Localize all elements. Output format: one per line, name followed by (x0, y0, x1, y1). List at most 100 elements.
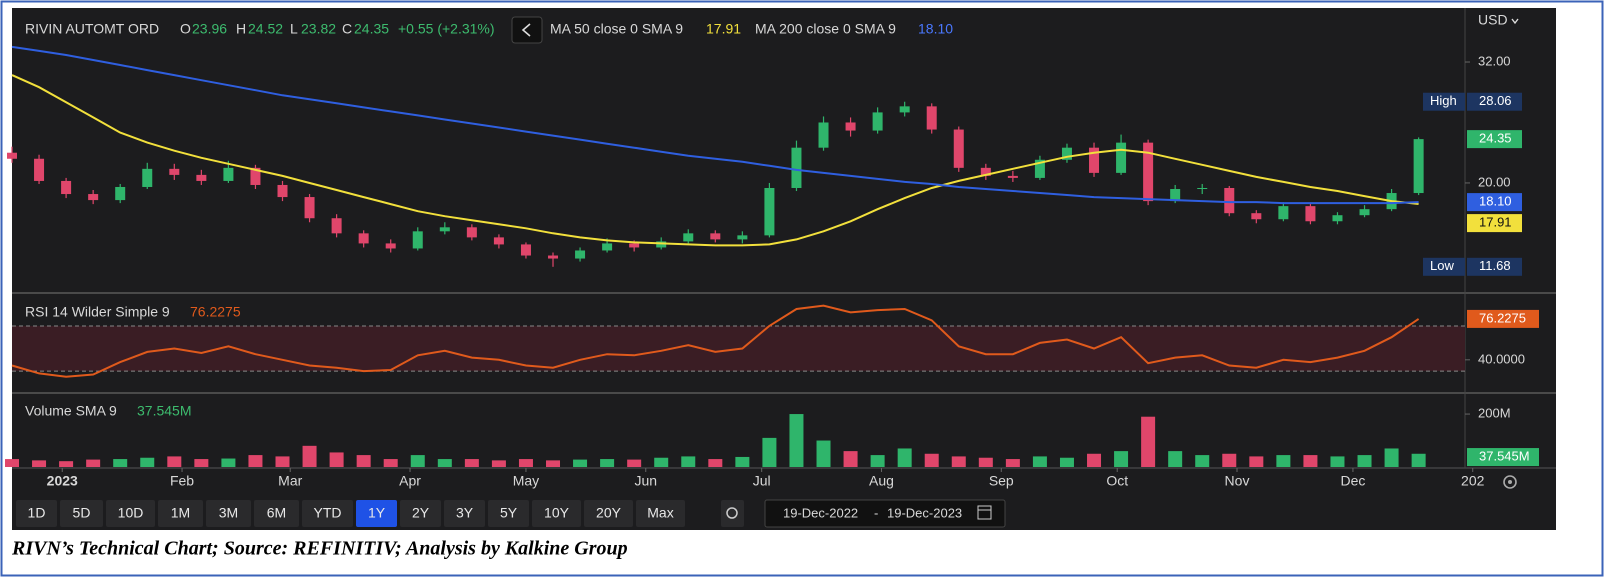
range-button[interactable] (206, 500, 251, 527)
volume-bar (113, 459, 128, 467)
candle-body (953, 129, 964, 168)
volume-bar (924, 453, 939, 467)
range-button[interactable] (400, 500, 441, 527)
candle-body (548, 255, 559, 259)
candle-body (575, 250, 586, 259)
range-button-label: 20Y (596, 505, 622, 521)
candle-body (250, 167, 261, 185)
candle-body (304, 197, 315, 219)
candle-body (1170, 189, 1181, 202)
candle-body (412, 231, 423, 249)
volume-bar (681, 456, 696, 467)
range-button-label: 5D (73, 505, 91, 521)
series-line (11, 74, 1419, 247)
range-button-label: YTD (314, 505, 342, 521)
candle-body (683, 233, 694, 242)
settings-icon-center (1508, 480, 1512, 484)
ohlc-value: 23.82 (301, 21, 336, 37)
range-button-label: 10Y (544, 505, 570, 521)
x-tick-label: Sep (989, 473, 1014, 489)
candle-body (115, 186, 126, 201)
volume-bar (735, 456, 750, 467)
ohlc-value: 24.52 (248, 21, 283, 37)
range-button[interactable] (60, 500, 103, 527)
currency[interactable]: USD (1478, 12, 1508, 28)
candle-body (34, 158, 45, 181)
date-range[interactable] (764, 499, 1006, 528)
volume-bar (86, 459, 101, 467)
range-button[interactable] (106, 500, 155, 527)
candle-body (899, 106, 910, 113)
candle-body (1061, 147, 1072, 160)
x-tick-label: Jul (753, 473, 771, 489)
volume-bar (275, 456, 290, 467)
candle-body (385, 243, 396, 249)
range-button[interactable] (16, 500, 57, 527)
candle-body (1332, 215, 1343, 222)
price-tag-label: 28.06 (1479, 93, 1512, 108)
volume-bar (437, 459, 452, 467)
volume-bar (870, 455, 885, 467)
y-tick-label: 200M (1478, 405, 1511, 420)
candle-body (1251, 213, 1262, 220)
volume-bar (708, 459, 723, 467)
date-separator: - (874, 505, 878, 520)
range-button[interactable] (636, 500, 685, 527)
range-button[interactable] (532, 500, 581, 527)
range-button[interactable] (158, 500, 203, 527)
price-tag (1467, 92, 1522, 111)
volume-bar (546, 460, 561, 467)
settings-icon (726, 507, 738, 519)
range-button-label: 3Y (456, 505, 474, 521)
candle-body (1359, 209, 1370, 216)
range-button[interactable] (302, 500, 353, 527)
volume-bar (600, 459, 615, 467)
range-button[interactable] (488, 500, 529, 527)
volume-bar (1141, 416, 1156, 467)
candle-body (331, 218, 342, 234)
ohlc-key: H (236, 21, 246, 37)
candle-body (629, 243, 640, 248)
candle-body (1413, 139, 1424, 194)
y-tick-label: 32.00 (1478, 53, 1511, 68)
volume-bar (221, 458, 236, 467)
range-button[interactable] (356, 500, 397, 527)
ohlc-key: C (342, 21, 352, 37)
settings-button[interactable] (721, 500, 744, 527)
range-button-label: 3M (219, 505, 238, 521)
volume-bar (383, 459, 398, 467)
panel-title: RSI 14 Wilder Simple 9 (25, 304, 170, 320)
volume-bar (302, 445, 317, 467)
legend-value: 18.10 (918, 21, 953, 37)
range-button[interactable] (444, 500, 485, 527)
candle-body (520, 244, 531, 256)
candle-body (602, 243, 613, 251)
candle-body (358, 233, 369, 244)
volume-bar (1087, 453, 1102, 467)
collapse-button[interactable] (511, 16, 543, 44)
value-tag (1467, 309, 1539, 328)
candle-body (818, 122, 829, 148)
price-tag-name: Low (1430, 258, 1454, 273)
y-tick-label: 20.00 (1478, 174, 1511, 189)
volume-bar (762, 437, 777, 467)
range-button[interactable] (584, 500, 633, 527)
volume-bar (897, 448, 912, 467)
x-tick-label: Apr (399, 473, 421, 489)
x-tick-label: Feb (170, 473, 194, 489)
volume-bar (1005, 459, 1020, 467)
candle-body (439, 227, 450, 232)
series-line (11, 304, 1420, 378)
range-button-label: 10D (118, 505, 144, 521)
candle-body (1305, 206, 1316, 222)
settings-icon[interactable] (1503, 475, 1517, 489)
x-tick-label: May (513, 473, 539, 489)
ohlc-key: L (290, 21, 298, 37)
range-button[interactable] (254, 500, 299, 527)
volume-bar (1249, 456, 1264, 467)
volume-bar (59, 461, 74, 467)
volume-bar (32, 460, 47, 467)
volume-bar (1276, 455, 1291, 467)
